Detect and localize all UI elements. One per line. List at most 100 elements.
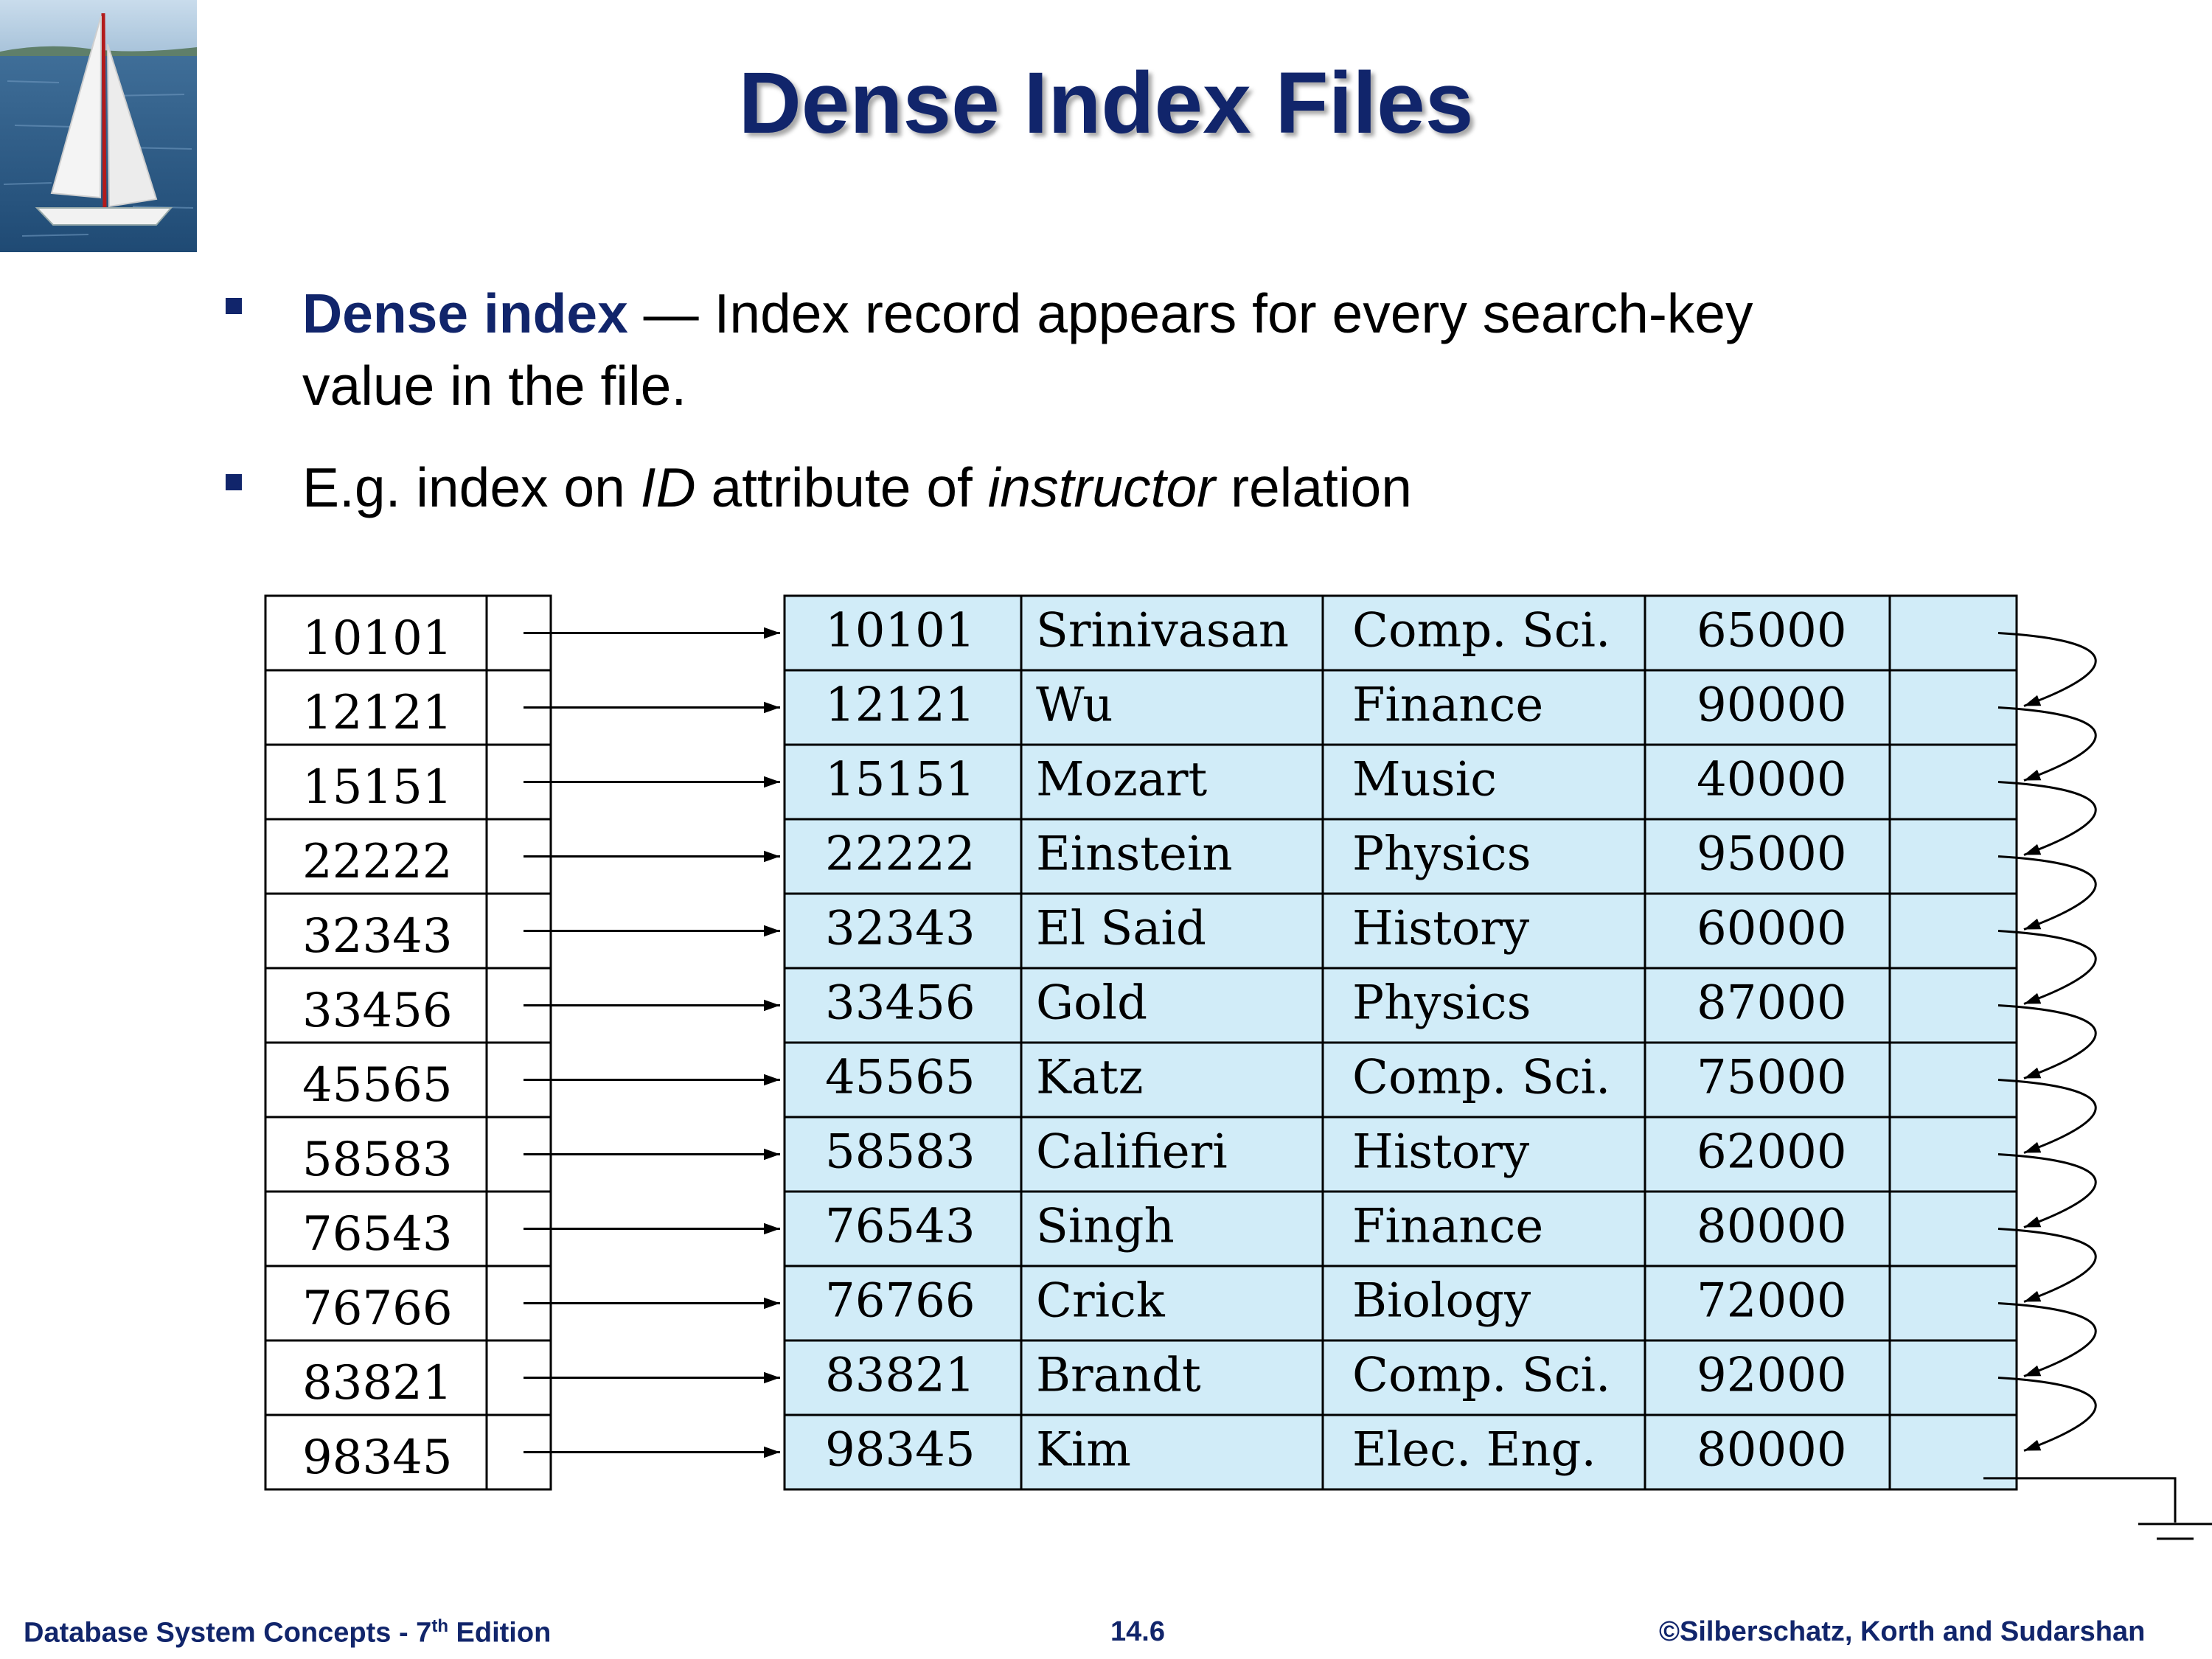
- chain-pointer-arrow: [1997, 1377, 2097, 1452]
- bullet-text: E.g. index on ID attribute of instructor…: [302, 451, 2072, 524]
- chain-pointer-arrow: [1997, 781, 2097, 856]
- index-entry: [264, 1339, 552, 1416]
- square-bullet-icon: [226, 474, 242, 490]
- record-dept: Finance: [1352, 678, 1543, 733]
- index-key: 58583: [302, 1133, 453, 1187]
- record-row: [783, 1265, 2018, 1342]
- record-dept: Music: [1352, 753, 1497, 807]
- record-id: 33456: [825, 976, 975, 1031]
- record-salary: 87000: [1697, 976, 1847, 1031]
- record-dept: Physics: [1352, 976, 1531, 1031]
- record-dept: Physics: [1352, 827, 1531, 882]
- null-pointer: [1983, 1477, 2177, 1523]
- footer-page-number: 14.6: [1110, 1616, 1165, 1647]
- record-salary: 62000: [1697, 1125, 1847, 1180]
- record-name: Singh: [1036, 1200, 1175, 1254]
- record-name: Srinivasan: [1036, 604, 1289, 658]
- footer-copyright: ©Silberschatz, Korth and Sudarshan: [1659, 1616, 2146, 1647]
- bullet-part: attribute of: [695, 456, 988, 518]
- bullet-term: Dense index: [302, 282, 628, 344]
- index-key: 98345: [302, 1430, 453, 1485]
- record-id: 45565: [825, 1051, 975, 1105]
- index-entry: [264, 1190, 552, 1267]
- record-row: [783, 669, 2018, 746]
- footer-book-title: Database System Concepts - 7: [24, 1617, 432, 1649]
- page-title: Dense Index Files: [738, 55, 1474, 152]
- bullet-em-relation: instructor: [987, 456, 1216, 518]
- index-file: 10101 12121 15151 22222 32343 33456 45565 58583…: [264, 594, 552, 1491]
- chain-pointer-arrow: [1997, 930, 2097, 1005]
- record-dept: History: [1352, 902, 1529, 956]
- record-id: 32343: [825, 902, 975, 956]
- index-entry: [264, 1041, 552, 1119]
- record-salary: 40000: [1697, 753, 1847, 807]
- record-name: El Said: [1036, 902, 1206, 956]
- record-salary: 90000: [1697, 678, 1847, 733]
- record-id: 76766: [825, 1274, 975, 1329]
- record-salary: 60000: [1697, 902, 1847, 956]
- record-name: Wu: [1036, 678, 1113, 733]
- record-salary: 95000: [1697, 827, 1847, 882]
- record-salary: 65000: [1697, 604, 1847, 658]
- record-id: 22222: [825, 827, 975, 882]
- index-entry: [264, 594, 552, 672]
- record-dept: Biology: [1352, 1274, 1531, 1329]
- record-salary: 80000: [1697, 1423, 1847, 1478]
- record-salary: 80000: [1697, 1200, 1847, 1254]
- index-entry: [264, 743, 552, 821]
- index-entry: [264, 669, 552, 746]
- record-row: [783, 594, 2018, 672]
- record-dept: Finance: [1352, 1200, 1543, 1254]
- record-id: 76543: [825, 1200, 975, 1254]
- record-id: 12121: [825, 678, 975, 733]
- record-name: Gold: [1036, 976, 1147, 1031]
- bullet-part: relation: [1215, 456, 1412, 518]
- index-key: 45565: [302, 1058, 453, 1113]
- record-dept: Comp. Sci.: [1352, 1051, 1610, 1105]
- record-row: [783, 1116, 2018, 1193]
- record-id: 58583: [825, 1125, 975, 1180]
- record-name: Califieri: [1036, 1125, 1228, 1180]
- chain-pointer-arrow: [1997, 1079, 2097, 1154]
- record-salary: 72000: [1697, 1274, 1847, 1329]
- bullet-rest: — Index record appears for every search-…: [627, 282, 1753, 344]
- bullet-em-id: ID: [640, 456, 696, 518]
- record-name: Katz: [1036, 1051, 1143, 1105]
- record-salary: 75000: [1697, 1051, 1847, 1105]
- index-key: 76543: [302, 1207, 453, 1262]
- chain-pointer-arrow: [1997, 1153, 2097, 1228]
- chain-pointer-arrow: [1997, 706, 2097, 782]
- footer-sup: th: [431, 1616, 448, 1636]
- chain-pointers: [1983, 632, 2212, 1540]
- footer-edition: Edition: [448, 1617, 552, 1649]
- index-entry: [264, 1413, 552, 1491]
- chain-pointer-arrow: [1997, 632, 2097, 707]
- record-id: 10101: [825, 604, 975, 658]
- record-row: [783, 1413, 2018, 1491]
- record-dept: Elec. Eng.: [1352, 1423, 1596, 1478]
- record-name: Brandt: [1036, 1349, 1201, 1403]
- pointer-arrows: [524, 627, 780, 1458]
- index-key: 10101: [302, 611, 453, 666]
- index-entry: [264, 1116, 552, 1193]
- index-key: 12121: [302, 686, 453, 740]
- index-entry: [264, 892, 552, 970]
- record-file: 10101 Srinivasan Comp. Sci. 65000 12121 Wu Fin…: [783, 594, 2018, 1491]
- chain-pointer-arrow: [1997, 1004, 2097, 1079]
- record-id: 15151: [825, 753, 975, 807]
- record-salary: 92000: [1697, 1349, 1847, 1403]
- record-id: 83821: [825, 1349, 975, 1403]
- index-key: 22222: [302, 835, 453, 889]
- index-key: 32343: [302, 909, 453, 964]
- sailboat-logo-icon: [0, 0, 197, 252]
- index-key: 76766: [302, 1281, 453, 1336]
- record-name: Einstein: [1036, 827, 1233, 882]
- index-key: 33456: [302, 984, 453, 1038]
- bullet-rest-line2: value in the file.: [302, 355, 687, 417]
- index-entry: [264, 967, 552, 1044]
- square-bullet-icon: [226, 298, 242, 314]
- record-row: [783, 892, 2018, 970]
- record-name: Crick: [1036, 1274, 1166, 1329]
- record-name: Kim: [1036, 1423, 1131, 1478]
